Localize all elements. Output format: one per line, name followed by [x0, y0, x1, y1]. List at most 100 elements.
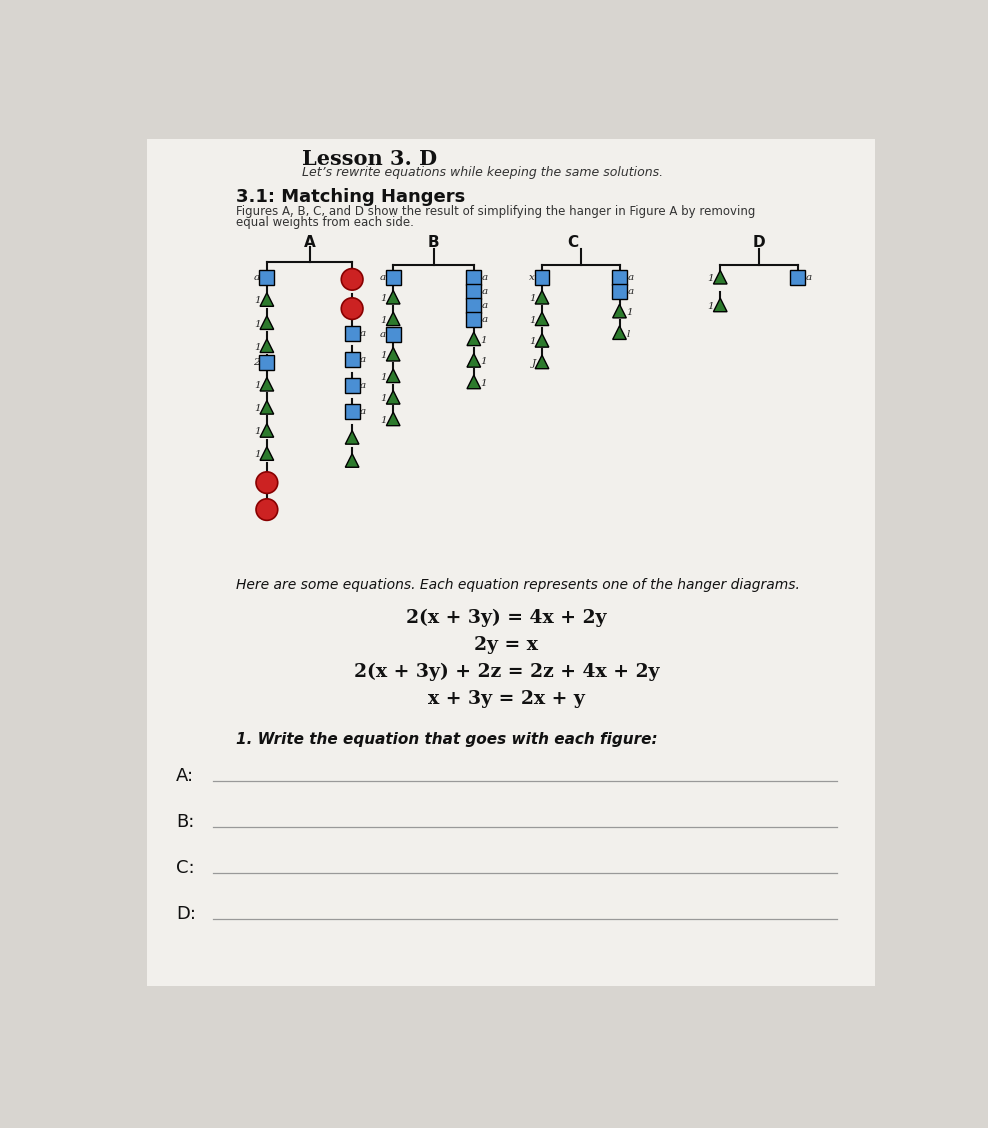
Circle shape: [341, 298, 363, 319]
Polygon shape: [535, 355, 548, 369]
FancyBboxPatch shape: [466, 298, 481, 312]
FancyBboxPatch shape: [612, 271, 627, 285]
Polygon shape: [386, 390, 400, 404]
Text: 1: 1: [380, 416, 387, 425]
Text: x: x: [530, 273, 535, 282]
Polygon shape: [386, 291, 400, 305]
Text: a: a: [360, 328, 366, 337]
Text: A: A: [303, 236, 315, 250]
Text: a: a: [380, 331, 386, 340]
Text: a: a: [481, 273, 488, 282]
Polygon shape: [345, 453, 359, 467]
Text: 1: 1: [380, 351, 387, 360]
Text: 1: 1: [530, 337, 535, 346]
Text: 1: 1: [707, 274, 714, 283]
Text: A:: A:: [176, 767, 195, 785]
Polygon shape: [613, 305, 626, 318]
Text: 1: 1: [380, 294, 387, 303]
Polygon shape: [713, 298, 727, 311]
Text: 1. Write the equation that goes with each figure:: 1. Write the equation that goes with eac…: [236, 732, 657, 747]
Text: C: C: [567, 236, 579, 250]
FancyBboxPatch shape: [345, 378, 360, 393]
Polygon shape: [260, 378, 274, 391]
FancyBboxPatch shape: [466, 271, 481, 285]
Text: 1: 1: [254, 381, 261, 390]
Text: D: D: [753, 236, 766, 250]
Circle shape: [256, 472, 278, 493]
Text: l: l: [626, 329, 630, 338]
Text: 1: 1: [254, 428, 261, 437]
Text: a: a: [481, 288, 488, 297]
Text: 2(x + 3y) + 2z = 2z + 4x + 2y: 2(x + 3y) + 2z = 2z + 4x + 2y: [354, 663, 659, 681]
Text: a: a: [481, 315, 488, 324]
Text: 1: 1: [481, 358, 487, 367]
FancyBboxPatch shape: [260, 355, 275, 370]
Text: 1: 1: [254, 297, 261, 306]
Text: 1: 1: [380, 316, 387, 325]
Text: 1: 1: [530, 316, 535, 325]
FancyBboxPatch shape: [466, 312, 481, 327]
FancyBboxPatch shape: [385, 271, 401, 285]
Text: Here are some equations. Each equation represents one of the hanger diagrams.: Here are some equations. Each equation r…: [236, 579, 799, 592]
Text: Lesson 3. D: Lesson 3. D: [301, 149, 437, 169]
Text: a: a: [627, 288, 633, 297]
Text: a: a: [360, 407, 366, 416]
Text: B: B: [428, 236, 440, 250]
Text: 3.1: Matching Hangers: 3.1: Matching Hangers: [236, 187, 465, 205]
FancyBboxPatch shape: [790, 271, 805, 285]
Text: C:: C:: [176, 860, 195, 878]
Text: a: a: [627, 273, 633, 282]
Text: 1: 1: [254, 450, 261, 459]
Polygon shape: [467, 353, 480, 367]
Text: Figures A, B, C, and D show the result of simplifying the hanger in Figure A by : Figures A, B, C, and D show the result o…: [236, 204, 755, 218]
FancyBboxPatch shape: [466, 284, 481, 299]
Polygon shape: [260, 293, 274, 307]
Text: 1: 1: [254, 343, 261, 352]
Polygon shape: [613, 326, 626, 340]
Text: B:: B:: [176, 813, 195, 831]
Polygon shape: [386, 369, 400, 382]
Polygon shape: [713, 271, 727, 284]
Text: 1: 1: [530, 294, 535, 303]
Polygon shape: [345, 431, 359, 444]
Text: 2y = x: 2y = x: [474, 636, 538, 654]
Text: 1: 1: [481, 379, 487, 388]
Text: D:: D:: [176, 906, 197, 924]
Text: a: a: [481, 301, 488, 310]
FancyBboxPatch shape: [345, 405, 360, 420]
FancyBboxPatch shape: [385, 327, 401, 342]
Polygon shape: [535, 334, 548, 347]
FancyBboxPatch shape: [260, 271, 275, 285]
Text: equal weights from each side.: equal weights from each side.: [236, 217, 414, 229]
FancyBboxPatch shape: [345, 352, 360, 367]
Polygon shape: [535, 291, 548, 305]
Polygon shape: [260, 316, 274, 329]
Text: 1: 1: [254, 404, 261, 413]
FancyBboxPatch shape: [612, 284, 627, 299]
Text: 2(x + 3y) = 4x + 2y: 2(x + 3y) = 4x + 2y: [406, 609, 607, 627]
FancyBboxPatch shape: [345, 326, 360, 341]
Text: 1: 1: [707, 302, 714, 311]
Text: 1: 1: [380, 372, 387, 381]
Circle shape: [341, 268, 363, 290]
FancyBboxPatch shape: [147, 139, 875, 986]
Polygon shape: [260, 340, 274, 353]
Text: 2: 2: [253, 358, 260, 367]
Polygon shape: [467, 376, 480, 389]
Polygon shape: [260, 447, 274, 460]
FancyBboxPatch shape: [535, 271, 549, 285]
Polygon shape: [535, 312, 548, 326]
Text: a: a: [380, 273, 386, 282]
Text: a: a: [805, 273, 811, 282]
Text: Let’s rewrite equations while keeping the same solutions.: Let’s rewrite equations while keeping th…: [301, 166, 663, 179]
Polygon shape: [260, 424, 274, 438]
Text: 1: 1: [481, 336, 487, 345]
Polygon shape: [467, 332, 480, 345]
Circle shape: [256, 499, 278, 520]
Text: a: a: [360, 381, 366, 390]
Text: 1: 1: [380, 394, 387, 403]
Polygon shape: [386, 412, 400, 425]
Text: J: J: [532, 359, 535, 368]
Polygon shape: [386, 312, 400, 326]
Text: 1: 1: [626, 308, 633, 317]
